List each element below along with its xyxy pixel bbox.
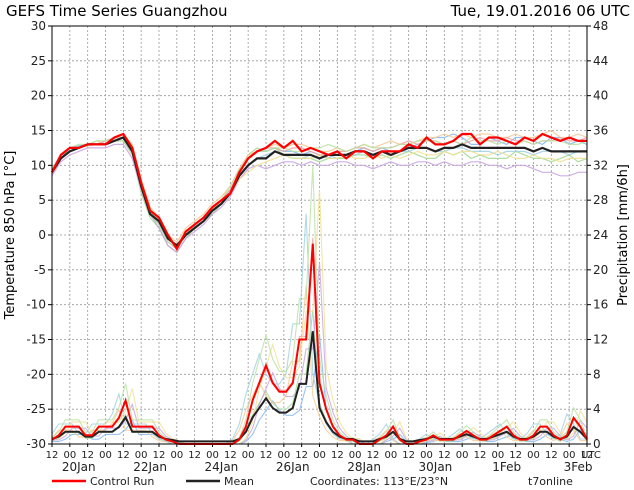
legend-control: Control Run: [52, 475, 154, 488]
main-series: [51, 132, 588, 445]
y2-tick-label: 44: [593, 54, 608, 68]
x-date-label: 28Jan: [347, 460, 381, 474]
credit: t7online: [528, 475, 573, 488]
y2-axis-label: Precipitation [mm/6h]: [616, 164, 631, 306]
x-tick-label: 12: [46, 450, 59, 461]
x-tick-label: 12: [188, 450, 201, 461]
legend-mean: Mean: [186, 475, 254, 488]
y2-tick-label: 16: [593, 298, 608, 312]
x-tick-label: 12: [81, 450, 94, 461]
x-date-label: 30Jan: [419, 460, 453, 474]
x-tick-label: 12: [295, 450, 308, 461]
member-precipitation-line: [51, 165, 588, 445]
x-tick-label: 00: [313, 450, 326, 461]
y2-tick-label: 36: [593, 124, 608, 138]
y-tick-label: 25: [31, 54, 46, 68]
x-tick-label: 12: [224, 450, 237, 461]
x-tick-label: 00: [170, 450, 183, 461]
chart-title: GEFS Time Series Guangzhou: [6, 2, 228, 20]
x-date-label: 22Jan: [133, 460, 167, 474]
x-tick-label: 00: [349, 450, 362, 461]
x-tick-label: 00: [99, 450, 112, 461]
legend-mean-label: Mean: [224, 475, 254, 488]
y2-tick-label: 48: [593, 19, 608, 33]
y2-tick-label: 12: [593, 333, 608, 347]
y-tick-label: -5: [34, 263, 46, 277]
mean-precipitation-line: [51, 331, 588, 443]
x-date-label: 3Feb: [564, 460, 593, 474]
y-tick-label: -20: [26, 367, 46, 381]
x-axis-ticks: 12 00 12 00 12 00 12 00 12 00 12 00 12 00 12 00 12 00 12 00…: [46, 444, 601, 474]
coordinates: Coordinates: 113°E/23°N: [310, 475, 448, 488]
run-time: Tue, 19.01.2016 06 UTC: [450, 2, 630, 20]
x-tick-label: 00: [491, 450, 504, 461]
x-date-label: 24Jan: [205, 460, 239, 474]
x-tick-label: 00: [135, 450, 148, 461]
x-tick-label: 00: [206, 450, 219, 461]
x-tick-label: 00: [63, 450, 76, 461]
plot-frame: [51, 25, 588, 445]
member-precipitation-line: [52, 261, 588, 445]
x-tick-label: 00: [456, 450, 469, 461]
x-tick-label: 00: [563, 450, 576, 461]
y2-tick-label: 8: [593, 367, 601, 381]
y-tick-label: 10: [31, 158, 46, 172]
control-temperature-line: [51, 132, 587, 252]
x-tick-label: 12: [331, 450, 344, 461]
y2-tick-label: 32: [593, 158, 608, 172]
y-tick-label: -25: [26, 402, 46, 416]
x-date-label: 20Jan: [62, 460, 96, 474]
x-tick-label: 00: [277, 450, 290, 461]
x-tick-label: 12: [402, 450, 415, 461]
x-unit-label: UTC: [581, 450, 601, 461]
y2-tick-label: 4: [593, 402, 601, 416]
x-date-label: 1Feb: [492, 460, 521, 474]
x-tick-label: 00: [242, 450, 255, 461]
legend-control-label: Control Run: [90, 475, 154, 488]
x-tick-label: 00: [420, 450, 433, 461]
x-tick-label: 00: [527, 450, 540, 461]
member-precipitation-line: [52, 333, 588, 445]
x-tick-label: 12: [545, 450, 558, 461]
y2-tick-label: 40: [593, 89, 608, 103]
y-tick-label: 15: [31, 124, 46, 138]
y-axis-label: Temperature 850 hPa [°C]: [3, 151, 18, 321]
y-tick-label: -15: [26, 333, 46, 347]
x-tick-label: 12: [367, 450, 380, 461]
y-tick-label: 0: [38, 228, 46, 242]
x-tick-label: 12: [117, 450, 130, 461]
x-tick-label: 12: [260, 450, 273, 461]
y-tick-label: 30: [31, 19, 46, 33]
y2-tick-label: 28: [593, 193, 608, 207]
y2-tick-label: 24: [593, 228, 608, 242]
y-tick-label: 20: [31, 89, 46, 103]
x-tick-label: 00: [384, 450, 397, 461]
x-tick-label: 12: [474, 450, 487, 461]
x-tick-label: 12: [438, 450, 451, 461]
y2-tick-label: 0: [593, 437, 601, 451]
y-tick-label: 5: [38, 193, 46, 207]
x-tick-label: 12: [153, 450, 166, 461]
y2-tick-label: 20: [593, 263, 608, 277]
y-tick-label: -30: [26, 437, 46, 451]
x-tick-label: 12: [509, 450, 522, 461]
y-axis-ticks: 30 25 20 15 10 5 0 -5 -10 -15 -20 -25 -30: [26, 19, 52, 451]
y-tick-label: -10: [26, 298, 46, 312]
control-precipitation-line: [51, 243, 588, 445]
x-tick-label: 12: [581, 450, 594, 461]
x-date-label: 26Jan: [276, 460, 310, 474]
member-temperature-line: [51, 140, 588, 254]
